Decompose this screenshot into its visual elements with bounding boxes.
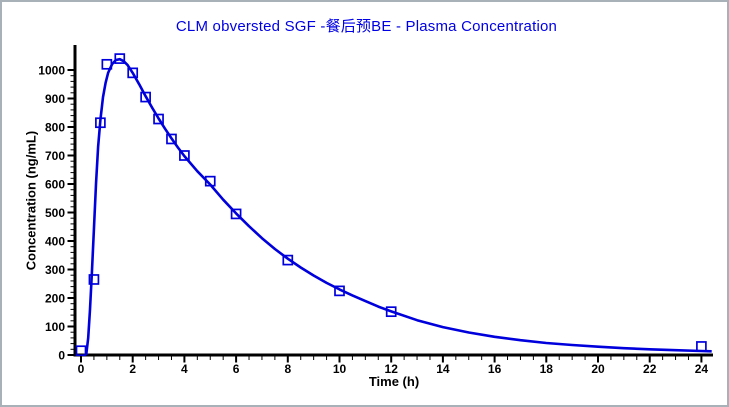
data-point-marker <box>204 175 216 187</box>
data-point-marker <box>88 274 100 285</box>
x-tick-label: 2 <box>129 362 136 376</box>
data-point-marker <box>101 58 113 70</box>
x-tick-label: 10 <box>333 362 347 376</box>
axes <box>73 45 713 357</box>
data-point-marker <box>166 133 177 145</box>
x-tick-label: 12 <box>385 362 399 376</box>
data-point-marker <box>114 53 126 64</box>
x-axis-title: Time (h) <box>368 374 420 389</box>
data-point-marker <box>179 150 190 161</box>
data-point-marker <box>140 91 151 103</box>
x-tick-label: 22 <box>643 362 657 376</box>
data-point-marker <box>75 345 87 357</box>
y-tick-label: 500 <box>45 206 65 220</box>
y-tick-label: 900 <box>45 92 65 106</box>
tick-labels: 0 2 4 6 8 10 12 14 16 18 20 22 240100200300400500600… <box>38 64 708 377</box>
y-tick-label: 600 <box>45 178 65 192</box>
tick-marks <box>67 69 703 363</box>
x-tick-label: 18 <box>540 362 554 376</box>
data-point-marker <box>282 254 294 266</box>
data-point-marker <box>334 285 345 297</box>
x-tick-label: 24 <box>695 362 709 376</box>
observed-points <box>75 53 707 357</box>
curve-line <box>84 57 712 356</box>
fitted-curve <box>84 57 712 356</box>
x-tick-label: 16 <box>488 362 502 376</box>
x-tick-label: 0 <box>78 362 85 376</box>
y-tick-label: 0 <box>58 349 65 363</box>
data-point-marker <box>230 208 242 220</box>
y-tick-label: 400 <box>45 235 65 249</box>
x-tick-label: 8 <box>284 362 291 376</box>
x-tick-label: 14 <box>436 362 450 376</box>
data-point-marker <box>385 306 397 318</box>
y-tick-label: 1000 <box>38 64 65 78</box>
y-tick-label: 200 <box>45 292 65 306</box>
y-tick-label: 100 <box>45 320 65 334</box>
y-tick-label: 700 <box>45 149 65 163</box>
data-point-marker <box>95 117 106 129</box>
x-tick-label: 20 <box>591 362 605 376</box>
y-tick-label: 800 <box>45 121 65 135</box>
data-point-marker <box>696 341 707 352</box>
chart-title: CLM obversted SGF -餐后预BE - Plasma Concen… <box>175 18 558 35</box>
x-tick-label: 4 <box>181 362 188 376</box>
data-point-marker <box>127 67 139 79</box>
y-tick-label: 300 <box>45 263 65 277</box>
data-point-marker <box>153 113 164 125</box>
x-tick-label: 6 <box>233 362 240 376</box>
